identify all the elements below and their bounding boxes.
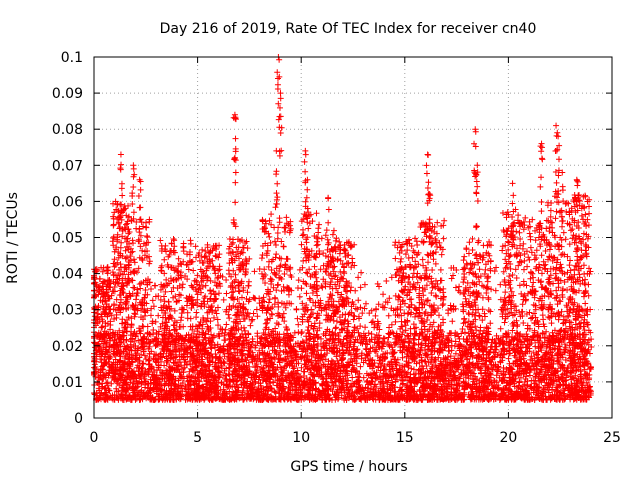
data-point <box>258 334 265 341</box>
data-point <box>262 280 269 287</box>
data-point <box>228 289 235 296</box>
data-point <box>355 274 362 281</box>
data-point <box>306 376 313 383</box>
data-point <box>374 353 381 360</box>
data-point <box>362 324 369 331</box>
data-point <box>254 313 261 320</box>
data-point <box>223 290 230 297</box>
data-point <box>423 282 430 289</box>
data-point <box>298 364 305 371</box>
data-point <box>587 268 594 275</box>
data-point <box>564 364 571 371</box>
data-point <box>447 353 454 360</box>
data-point <box>551 327 558 334</box>
data-point <box>185 266 192 273</box>
data-point <box>147 312 154 319</box>
data-point <box>153 359 160 366</box>
data-point <box>386 295 393 302</box>
data-point <box>208 331 215 338</box>
data-point <box>402 336 409 343</box>
data-point <box>290 365 297 372</box>
data-point <box>157 296 164 303</box>
data-point <box>455 287 462 294</box>
data-point <box>158 387 165 394</box>
data-point <box>184 309 191 316</box>
data-point <box>181 364 188 371</box>
data-point <box>578 306 585 313</box>
data-point <box>361 281 368 288</box>
data-point <box>175 297 182 304</box>
data-point <box>296 293 303 300</box>
data-point <box>359 310 366 317</box>
data-point <box>361 305 368 312</box>
data-point <box>386 324 393 331</box>
data-point <box>266 296 273 303</box>
data-point <box>368 378 375 385</box>
data-point <box>297 374 304 381</box>
data-point <box>508 288 515 295</box>
data-point <box>97 356 104 363</box>
data-point <box>216 354 223 361</box>
data-point <box>365 350 372 357</box>
data-point <box>374 280 381 287</box>
data-point <box>157 358 164 365</box>
data-point <box>375 363 382 370</box>
data-point <box>254 339 261 346</box>
data-point <box>278 287 285 294</box>
data-point <box>500 268 507 275</box>
data-point <box>400 297 407 304</box>
data-points <box>91 54 595 403</box>
data-point <box>99 268 106 275</box>
data-point <box>266 333 273 340</box>
data-point <box>502 289 509 296</box>
data-point <box>421 358 428 365</box>
data-point <box>349 374 356 381</box>
data-point <box>356 315 363 322</box>
data-point <box>469 369 476 376</box>
data-point <box>527 356 534 363</box>
